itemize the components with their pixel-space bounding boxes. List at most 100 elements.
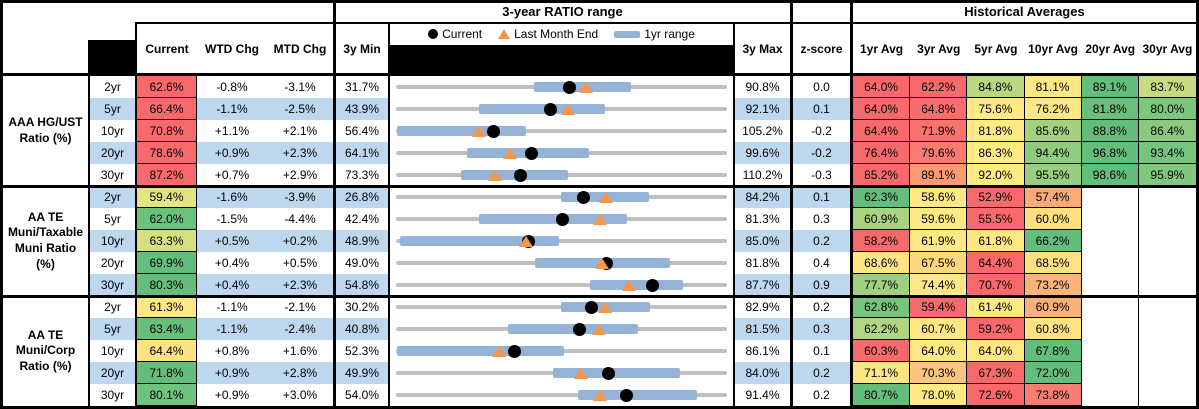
z-score-cell: -0.2 [793, 120, 850, 142]
range-track [396, 239, 727, 243]
historical-avg-cell: 85.2% [853, 164, 911, 186]
historical-avg-cell: 62.2% [853, 318, 911, 340]
z-score-cell: 0.2 [793, 230, 850, 252]
col-header-20yr-avg: 20yr Avg [1085, 42, 1136, 56]
range-chart-row [390, 274, 733, 296]
z-score-cell: -0.2 [793, 142, 850, 164]
col-header-wtd-chg: WTD Chg [205, 42, 259, 56]
last-month-end-triangle-marker [579, 82, 594, 93]
3y-min-cell: 42.4% [336, 208, 388, 230]
historical-avg-cell: 92.0% [967, 164, 1025, 186]
mtd-change-cell: -2.1% [267, 296, 333, 318]
historical-avg-cell: 76.2% [1024, 98, 1082, 120]
last-month-end-triangle-marker [592, 324, 607, 335]
col-header-30yr-avg: 30yr Avg [1142, 42, 1193, 56]
current-dot-marker [602, 366, 616, 380]
wtd-change-cell: +0.9% [197, 362, 267, 384]
current-dot-marker [573, 322, 587, 336]
historical-avg-cell: 95.5% [1024, 164, 1082, 186]
3y-max-cell: 90.8% [735, 76, 790, 98]
wtd-change-cell: +0.9% [197, 384, 267, 406]
historical-avg-cell: 80.7% [853, 384, 911, 406]
historical-avg-cell: 95.9% [1138, 164, 1196, 186]
1yr-range-bar [396, 126, 526, 136]
historical-avg-cell: 75.6% [967, 98, 1025, 120]
current-dot-marker [556, 212, 570, 226]
historical-avg-cell: 52.9% [967, 186, 1025, 208]
3y-min-cell: 49.0% [336, 252, 388, 274]
tenor-label: 10yr [90, 120, 135, 142]
historical-avg-cell: 60.9% [1024, 296, 1082, 318]
historical-avg-cell: 81.8% [1081, 98, 1139, 120]
divider [388, 22, 390, 409]
3y-max-cell: 99.6% [735, 142, 790, 164]
wtd-change-cell: -1.1% [197, 318, 267, 340]
historical-avg-cell: 83.7% [1138, 76, 1196, 98]
wtd-change-cell: +1.1% [197, 120, 267, 142]
tenor-label: 30yr [90, 384, 135, 406]
legend-current-label: Current [442, 27, 483, 41]
z-score-cell: 0.2 [793, 296, 850, 318]
historical-avg-cell: 73.2% [1024, 274, 1082, 296]
historical-avg-cell: 81.1% [1024, 76, 1082, 98]
range-chart-row [390, 296, 733, 318]
divider [733, 22, 735, 409]
historical-avg-cell: 73.8% [1024, 384, 1082, 406]
tenor-label: 30yr [90, 164, 135, 186]
3y-min-cell: 48.9% [336, 230, 388, 252]
current-value-cell: 62.6% [137, 76, 197, 98]
1yr-range-bar [578, 390, 697, 400]
historical-avg-empty-cell [1138, 384, 1196, 406]
historical-avg-empty-cell [1081, 296, 1139, 318]
wtd-change-cell: +0.5% [197, 230, 267, 252]
historical-avg-cell: 68.5% [1024, 252, 1082, 274]
1yr-range-bar [399, 236, 560, 246]
historical-avg-empty-cell [1081, 208, 1139, 230]
historical-avg-empty-cell [1081, 186, 1139, 208]
last-month-end-triangle-marker [574, 368, 589, 379]
range-chart-row [390, 318, 733, 340]
historical-avg-cell: 89.1% [910, 164, 968, 186]
historical-avg-cell: 64.0% [853, 98, 911, 120]
tenor-label: 5yr [90, 318, 135, 340]
last-month-end-triangle-marker [487, 170, 502, 181]
col-header-mtd-chg: MTD Chg [273, 42, 327, 56]
historical-avg-empty-cell [1081, 318, 1139, 340]
historical-avg-cell: 80.0% [1138, 98, 1196, 120]
historical-avg-cell: 60.3% [853, 340, 911, 362]
historical-avg-cell: 61.4% [967, 296, 1025, 318]
col-header-3yr-avg: 3yr Avg [917, 42, 961, 56]
divider [135, 22, 137, 409]
historical-avg-cell: 62.2% [910, 76, 968, 98]
3y-max-cell: 110.2% [735, 164, 790, 186]
historical-avg-cell: 71.9% [910, 120, 968, 142]
current-value-cell: 71.8% [137, 362, 197, 384]
historical-avg-cell: 61.8% [967, 230, 1025, 252]
current-dot-marker [646, 278, 660, 292]
mtd-change-cell: -3.9% [267, 186, 333, 208]
current-dot-marker [524, 146, 538, 160]
tenor-label: 5yr [90, 98, 135, 120]
last-month-end-triangle-marker [519, 236, 534, 247]
mtd-change-cell: +1.6% [267, 340, 333, 362]
current-value-cell: 69.9% [137, 252, 197, 274]
wtd-change-cell: +0.9% [197, 142, 267, 164]
z-score-cell: 0.3 [793, 318, 850, 340]
legend-1yr-range: 1yr range [614, 27, 695, 41]
historical-avg-cell: 64.0% [853, 76, 911, 98]
col-header-10yr-avg: 10yr Avg [1028, 42, 1078, 56]
last-month-end-triangle-marker [594, 258, 609, 269]
legend-last-month-end-label: Last Month End [514, 27, 599, 41]
tenor-label: 5yr [90, 208, 135, 230]
historical-avg-cell: 93.4% [1138, 142, 1196, 164]
historical-avg-cell: 58.2% [853, 230, 911, 252]
chart-legend: Current Last Month End 1yr range [390, 23, 733, 45]
1yr-range-bar [553, 368, 681, 378]
z-score-cell: 0.3 [793, 208, 850, 230]
historical-avg-empty-cell [1138, 296, 1196, 318]
current-dot-marker [544, 102, 557, 116]
last-month-end-triangle-marker [491, 346, 506, 357]
historical-avg-cell: 60.7% [910, 318, 968, 340]
z-score-cell: 0.4 [793, 252, 850, 274]
